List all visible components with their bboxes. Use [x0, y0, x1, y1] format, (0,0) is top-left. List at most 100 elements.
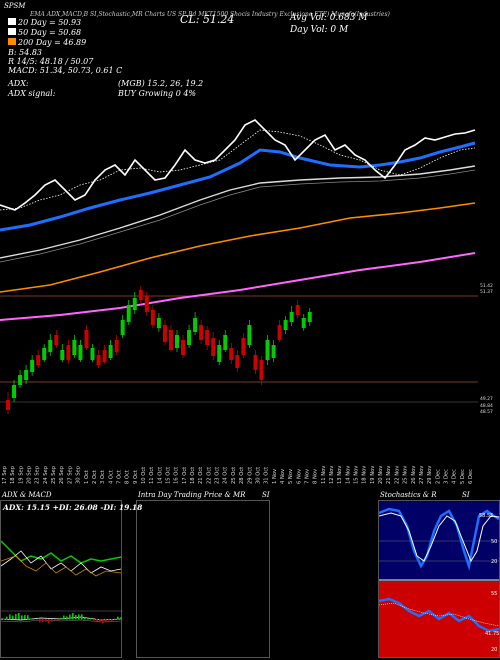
macd-histogram-bar	[84, 617, 86, 620]
candle-up	[289, 312, 294, 322]
bollinger-value: B: 54.83	[8, 48, 43, 57]
candle-up	[120, 320, 125, 335]
x-axis-label: 12 Nov	[329, 466, 335, 484]
candle-up	[24, 370, 29, 380]
candle-up	[223, 335, 228, 350]
x-axis-label: 17 Oct	[182, 467, 188, 484]
macd-histogram-bar	[75, 615, 77, 620]
macd-histogram-bar	[48, 619, 50, 624]
candle-down	[211, 338, 216, 356]
macd-histogram-bar	[93, 619, 95, 622]
macd-histogram-bar	[42, 619, 44, 623]
ma-blue-line	[0, 141, 476, 232]
stoch-label-2: 50	[491, 539, 497, 545]
x-axis-label: 28 Oct	[239, 467, 245, 484]
x-axis-label: 23 Oct	[215, 467, 221, 484]
adx-label: ADX:	[8, 79, 29, 88]
x-axis-label: 18 Oct	[190, 467, 196, 484]
macd-histogram-bar	[60, 617, 62, 620]
y-label-3: 49.27	[480, 396, 493, 402]
candle-up	[193, 318, 198, 332]
x-axis-label: 21 Oct	[198, 467, 204, 484]
x-axis-label: 29 Nov	[427, 466, 433, 484]
rsi-line	[379, 597, 499, 633]
candle-down	[235, 355, 240, 368]
macd-histogram-bar	[12, 615, 14, 620]
x-axis-label: 8 Oct	[125, 470, 131, 484]
candle-down	[114, 340, 119, 352]
macd-histogram-bar	[36, 619, 38, 620]
macd-histogram-bar	[15, 614, 17, 620]
x-axis-label: 2 Oct	[92, 470, 98, 484]
candle-down	[241, 338, 246, 355]
macd-histogram-bar	[105, 619, 107, 623]
adx-macd-chart	[1, 540, 123, 624]
adx-line	[1, 555, 122, 577]
ma-white-fast-dotted-line	[0, 129, 476, 211]
candle-up	[30, 360, 35, 372]
candle-up	[156, 318, 161, 328]
candle-up	[283, 320, 288, 330]
x-axis-label: 11 Oct	[149, 467, 155, 484]
candle-down	[259, 360, 264, 380]
macd-histogram-bar	[57, 619, 59, 621]
y-label-4: 48.84	[480, 403, 493, 409]
y-label-2: 51.37	[480, 289, 493, 295]
stoch-label-4: 55	[491, 591, 497, 597]
candle-down	[168, 330, 173, 350]
candle-down	[84, 330, 89, 348]
macd-histogram-bar	[99, 619, 101, 622]
stoch-label-5: 41.75	[485, 631, 499, 637]
macd-histogram-bar	[87, 617, 89, 620]
candle-down	[66, 345, 71, 360]
x-axis-label: 6 Nov	[296, 469, 302, 484]
adx-signal-label: ADX signal:	[8, 89, 56, 98]
candles-group	[6, 286, 312, 414]
x-axis-label: 3 Dec	[443, 469, 449, 484]
day-volume: Day Vol: 0 M	[290, 25, 349, 35]
x-axis-label: 25 Oct	[231, 467, 237, 484]
macd-histogram-bar	[54, 619, 56, 620]
candle-down	[144, 296, 149, 312]
macd-histogram-bar	[81, 614, 83, 620]
macd-histogram-bar	[9, 614, 11, 620]
x-axis-label: 30 Sep	[76, 465, 82, 484]
candle-up	[247, 325, 252, 345]
stoch-label-6: 20	[491, 647, 497, 653]
x-axis-label: 25 Nov	[403, 466, 409, 484]
x-axis-label: 20 Sep	[27, 465, 33, 484]
y-label-5: 48.57	[480, 409, 493, 415]
di-minus-line	[1, 550, 122, 574]
x-axis-label: 4 Dec	[452, 469, 458, 484]
x-axis-label: 10 Oct	[141, 467, 147, 484]
x-axis-label: 29 Oct	[247, 467, 253, 484]
macd-histogram-bar	[21, 615, 23, 620]
candle-up	[12, 385, 17, 398]
adx-signal-value: BUY Growing 0 4%	[118, 89, 197, 98]
intraday-title: Intra Day Trading Price & MR	[138, 491, 246, 499]
ma-legend-50: 50 Day = 50.68	[8, 28, 81, 37]
macd-histogram-bar	[120, 617, 122, 620]
adx-values: (MGB) 15.2, 26, 19.2	[118, 79, 204, 88]
x-axis-label: 26 Sep	[59, 465, 65, 484]
adx-macd-title: ADX & MACD	[2, 491, 52, 499]
x-axis-label: 2 Dec	[435, 469, 441, 484]
stoch-si: SI	[462, 491, 470, 499]
header-title-strip: EMA ADX,MACD,B SI,Stochastic,MR Charts U…	[30, 11, 390, 18]
x-axis-label: 19 Sep	[18, 465, 24, 484]
x-axis-label: 27 Nov	[419, 466, 425, 484]
x-axis-label: 15 Oct	[166, 467, 172, 484]
x-axis-label: 9 Oct	[133, 470, 139, 484]
macd-histogram-bar	[108, 619, 110, 621]
x-axis-label: 7 Nov	[304, 469, 310, 484]
di-plus-line	[1, 540, 122, 564]
x-axis-label: 30 Oct	[255, 467, 261, 484]
macd-histogram-bar	[33, 618, 35, 620]
macd-histogram-bar	[66, 616, 68, 620]
macd-signal-line	[1, 619, 122, 623]
x-axis-label: 14 Nov	[345, 466, 351, 484]
x-axis-label: 23 Sep	[35, 465, 41, 484]
x-axis-label: 31 Oct	[264, 467, 270, 484]
candle-down	[199, 325, 204, 340]
candle-up	[265, 340, 270, 360]
